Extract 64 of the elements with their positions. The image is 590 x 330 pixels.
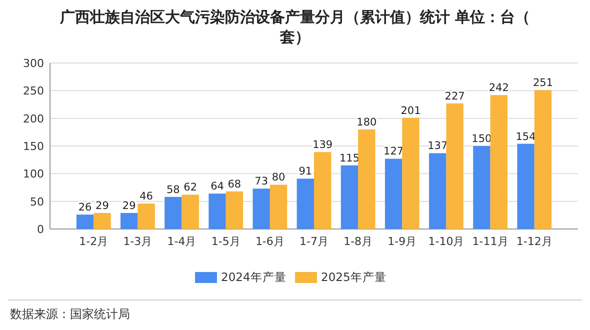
bar	[517, 144, 534, 229]
x-tick-label: 1-10月	[428, 235, 464, 248]
bar	[208, 194, 226, 229]
data-label: 201	[400, 104, 421, 117]
bar	[226, 191, 244, 229]
data-label: 180	[356, 116, 377, 128]
x-tick-label: 1-3月	[123, 235, 152, 248]
bar	[534, 90, 552, 229]
bar	[490, 95, 508, 229]
bar	[182, 194, 199, 229]
x-tick-label: 1-9月	[388, 235, 417, 248]
data-label: 150	[472, 133, 492, 145]
bar	[358, 129, 376, 229]
data-label: 58	[166, 184, 180, 196]
x-tick-label: 1-11月	[472, 235, 508, 248]
data-label: 73	[254, 176, 268, 188]
x-tick-label: 1-8月	[344, 235, 373, 248]
data-label: 26	[78, 202, 92, 214]
data-label: 242	[488, 82, 509, 94]
y-tick-label: 250	[23, 84, 44, 98]
bar	[384, 158, 402, 229]
x-tick-label: 1-7月	[300, 235, 328, 248]
bar	[314, 152, 332, 229]
data-label: 251	[532, 77, 553, 90]
y-tick-label: 0	[37, 223, 44, 236]
y-tick-label: 200	[23, 112, 44, 126]
bar	[429, 153, 446, 229]
data-label: 29	[122, 200, 136, 212]
x-tick-label: 1-5月	[211, 235, 240, 248]
data-label: 29	[96, 200, 109, 212]
x-tick-label: 1-2月	[79, 235, 108, 248]
bar	[296, 178, 314, 229]
legend-label: 2024年产量	[221, 270, 286, 284]
data-label: 91	[298, 166, 312, 178]
data-label: 80	[272, 172, 286, 184]
data-label: 139	[312, 139, 333, 152]
x-tick-label: 1-6月	[255, 235, 284, 248]
data-label: 68	[228, 178, 242, 190]
bar	[164, 196, 182, 229]
bar	[402, 118, 420, 229]
y-tick-label: 300	[23, 57, 44, 70]
bar	[446, 103, 464, 229]
legend-label: 2025年产量	[321, 270, 386, 284]
y-tick-label: 100	[23, 168, 44, 181]
y-tick-label: 50	[30, 195, 44, 208]
bar	[94, 212, 111, 229]
bar	[252, 188, 270, 229]
data-label: 46	[140, 190, 154, 203]
x-tick-label: 1-12月	[516, 235, 552, 248]
bar	[76, 214, 94, 229]
source-note: 数据来源：国家统计局	[10, 307, 130, 321]
data-label: 64	[210, 180, 224, 193]
data-label: 62	[184, 182, 198, 194]
data-label: 137	[428, 140, 448, 152]
data-label: 227	[444, 90, 465, 102]
y-tick-label: 150	[23, 140, 44, 153]
x-tick-label: 1-4月	[167, 235, 196, 248]
bar	[473, 146, 490, 229]
bar	[340, 165, 358, 229]
data-label: 154	[516, 130, 536, 143]
bar	[138, 204, 155, 229]
bar	[270, 184, 288, 229]
bar	[120, 212, 138, 229]
chart-title: 广西壮族自治区大气污染防治设备产量分月（累计值）统计 单位：台（套）	[58, 8, 530, 46]
